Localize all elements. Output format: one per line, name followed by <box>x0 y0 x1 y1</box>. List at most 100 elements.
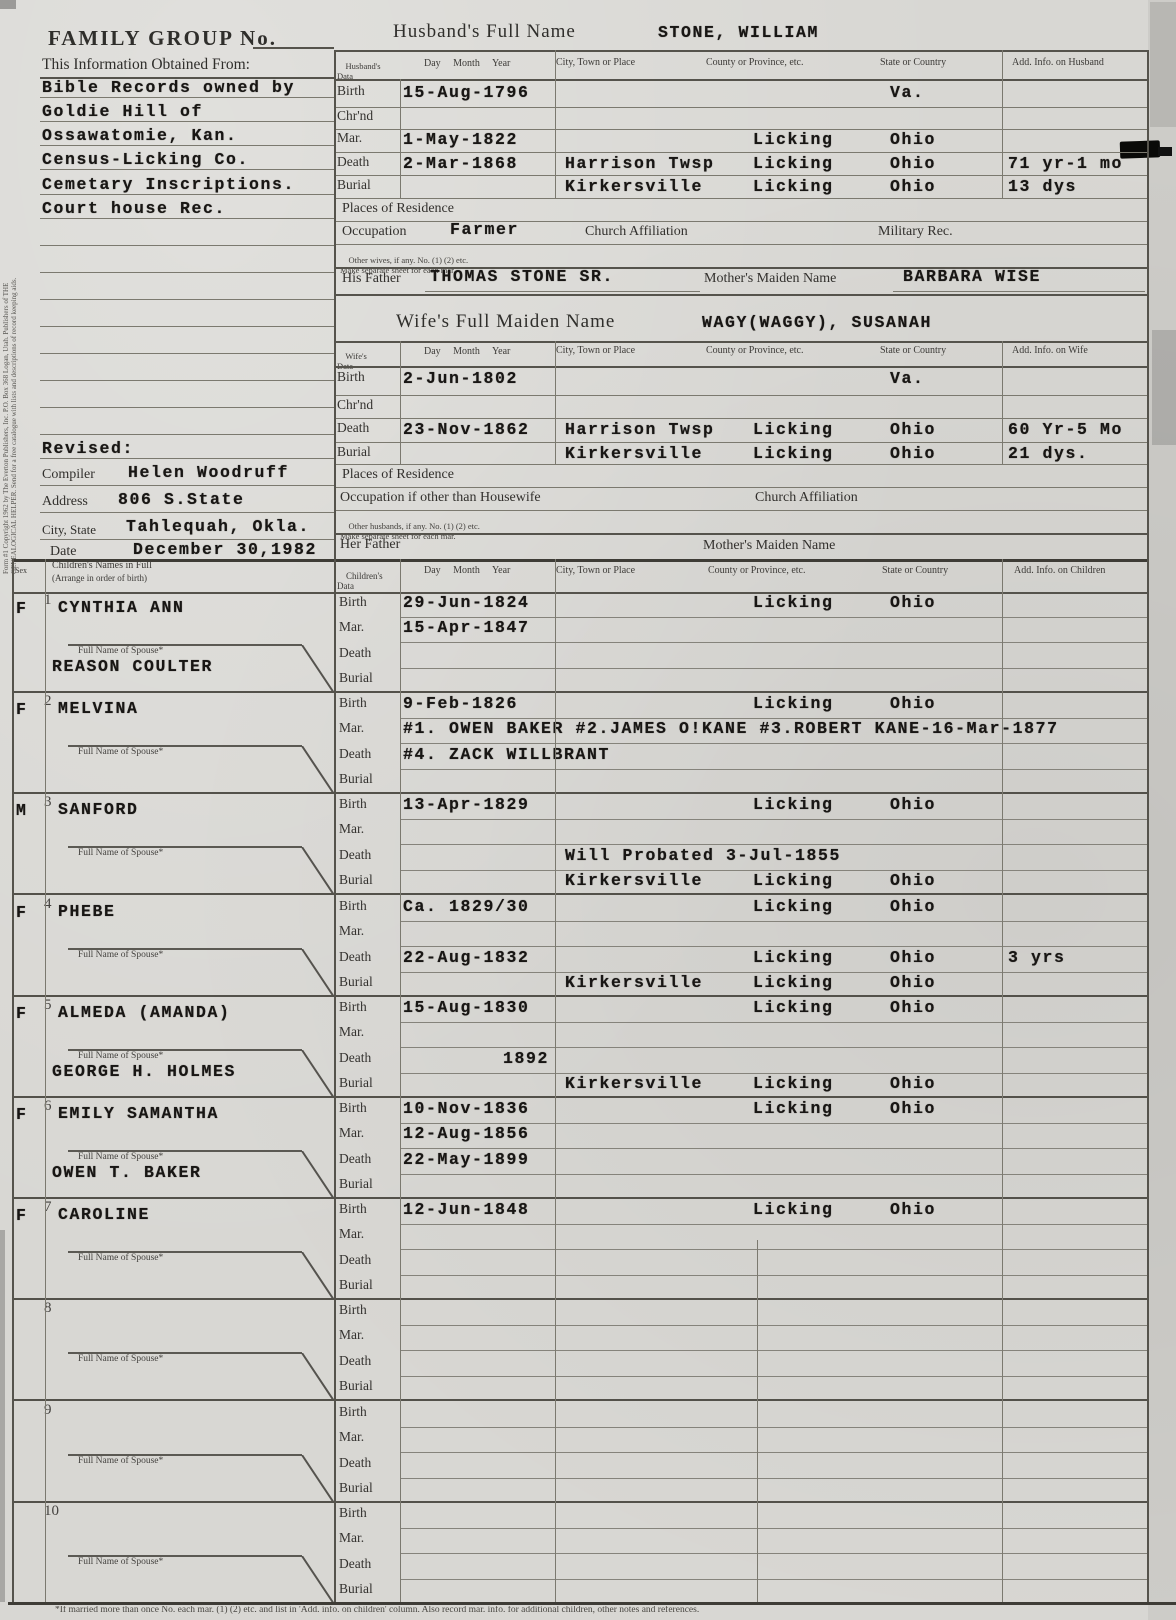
source-line: Goldie Hill of <box>42 102 204 121</box>
child-birth-county: Licking <box>753 795 834 815</box>
wife-birth-state: Va. <box>890 369 925 388</box>
husband-marriage-state: Ohio <box>890 130 937 149</box>
child-death-row: Death 1892 <box>0 1048 1176 1073</box>
child-birth-row: Birth <box>0 1300 1176 1325</box>
rule <box>12 559 14 1602</box>
husband-death-city: Harrison Twsp <box>565 154 715 173</box>
rule <box>12 792 1147 795</box>
rule <box>12 1500 1147 1503</box>
address-value: 806 S.State <box>118 490 245 509</box>
rule <box>40 218 334 219</box>
rule <box>400 1451 1147 1453</box>
child-sex: F <box>16 1206 28 1226</box>
wife-death-county: Licking <box>753 420 834 439</box>
child-birth-row: Birth 13-Apr-1829 Licking Ohio <box>0 794 1176 819</box>
wife-row-label: Chr'nd <box>337 397 374 412</box>
husband-row-label: Burial <box>337 177 371 192</box>
rule <box>555 559 556 1602</box>
children-header-date: Day Month Year <box>424 565 511 576</box>
rule <box>40 326 334 327</box>
rule <box>334 107 1147 108</box>
rule <box>334 510 1147 511</box>
rule <box>400 559 401 1602</box>
rule <box>40 434 334 435</box>
spouse-label: Full Name of Spouse* <box>78 747 164 758</box>
child-birth-row: Birth 9-Feb-1826 Licking Ohio <box>0 693 1176 718</box>
rule <box>400 819 1147 821</box>
rule <box>1002 341 1003 464</box>
husband-burial-addinfo: 13 dys <box>1008 177 1078 196</box>
row-label: Death <box>339 645 372 660</box>
child-name: SANFORD <box>58 800 139 820</box>
husband-header-date: Day Month Year <box>424 58 511 69</box>
date-label: Date <box>50 544 77 559</box>
rule <box>400 1477 1147 1479</box>
row-label: Mar. <box>339 1428 365 1444</box>
rule <box>12 1095 1147 1098</box>
child-birth-date: Ca. 1829/30 <box>403 896 530 916</box>
child-row: 9 Full Name of Spouse* Birth Mar. <box>0 1402 1176 1503</box>
wife-death-city: Harrison Twsp <box>565 420 715 439</box>
child-birth-row: Birth <box>0 1503 1176 1528</box>
row-label: Burial <box>339 973 373 989</box>
rule <box>400 1426 1147 1428</box>
source-line: Cemetary Inscriptions. <box>42 175 296 194</box>
wife-death-date: 23-Nov-1862 <box>403 420 530 439</box>
diagonal-rule <box>301 1555 335 1604</box>
rule <box>400 1552 1147 1554</box>
husband-places-label: Places of Residence <box>342 201 454 216</box>
row-label: Mar. <box>339 1125 365 1140</box>
rule <box>334 152 1147 153</box>
husband-burial-county: Licking <box>753 177 834 196</box>
child-row: F 5 ALMEDA (AMANDA) Full Name of Spouse*… <box>0 997 1176 1098</box>
wife-father-label: Her Father <box>340 537 401 552</box>
child-birth-county: Licking <box>753 997 834 1017</box>
child-number: 3 <box>44 794 52 811</box>
child-death-state: Ohio <box>890 947 937 967</box>
rule <box>400 1148 1147 1149</box>
spouse-label: Full Name of Spouse* <box>78 646 164 656</box>
wife-header-date: Day Month Year <box>424 346 511 357</box>
row-label: Mar. <box>339 720 365 736</box>
rule <box>400 1275 1147 1277</box>
rule <box>12 994 1147 997</box>
rule <box>1002 50 1003 198</box>
rule <box>334 221 1147 222</box>
rule <box>40 121 334 122</box>
child-burial-city: Kirkersville <box>565 972 704 992</box>
child-marriage-date: 15-Apr-1847 <box>403 618 530 637</box>
row-label: Mar. <box>339 821 365 837</box>
row-label: Death <box>339 1049 372 1065</box>
rule <box>40 353 334 354</box>
child-name: ALMEDA (AMANDA) <box>58 1002 231 1022</box>
rule <box>40 145 334 146</box>
child-birth-state: Ohio <box>890 694 937 714</box>
rule <box>400 1527 1147 1529</box>
husband-birth-state: Va. <box>890 83 925 102</box>
child-death-row: Death <box>0 1250 1176 1275</box>
child-marriage-row: Mar. <box>0 1427 1176 1452</box>
children-header-state: State or Country <box>882 565 949 576</box>
rule <box>40 194 334 195</box>
husband-row-label: Death <box>337 154 370 169</box>
row-label: Death <box>339 948 372 964</box>
child-burial-state: Ohio <box>890 1073 937 1093</box>
husband-row-label: Birth <box>337 83 365 98</box>
row-label: Burial <box>339 670 373 685</box>
child-marriage-row: Mar. 12-Aug-1856 <box>0 1123 1176 1148</box>
husband-occupation-value: Farmer <box>450 220 520 239</box>
compiler-name: Helen Woodruff <box>128 463 290 482</box>
rule <box>400 1174 1147 1175</box>
rule <box>400 1224 1147 1226</box>
child-marriage-note: #1. OWEN BAKER #2.JAMES O!KANE #3.ROBERT… <box>403 719 1059 739</box>
rule <box>12 691 1147 693</box>
children-header-names-sub: (Arrange in order of birth) <box>52 573 147 583</box>
child-birth-date: 12-Jun-1848 <box>403 1200 530 1220</box>
husband-other-wives-note: Other wives, if any. No. (1) (2) etc. Mak… <box>340 254 469 275</box>
child-death-date: 1892 <box>503 1048 550 1068</box>
child-death-city: Will Probated 3-Jul-1855 <box>565 846 842 866</box>
rule <box>400 971 1147 973</box>
child-burial-row: Burial <box>0 1579 1176 1604</box>
rule <box>334 533 1147 535</box>
rule <box>40 512 334 513</box>
